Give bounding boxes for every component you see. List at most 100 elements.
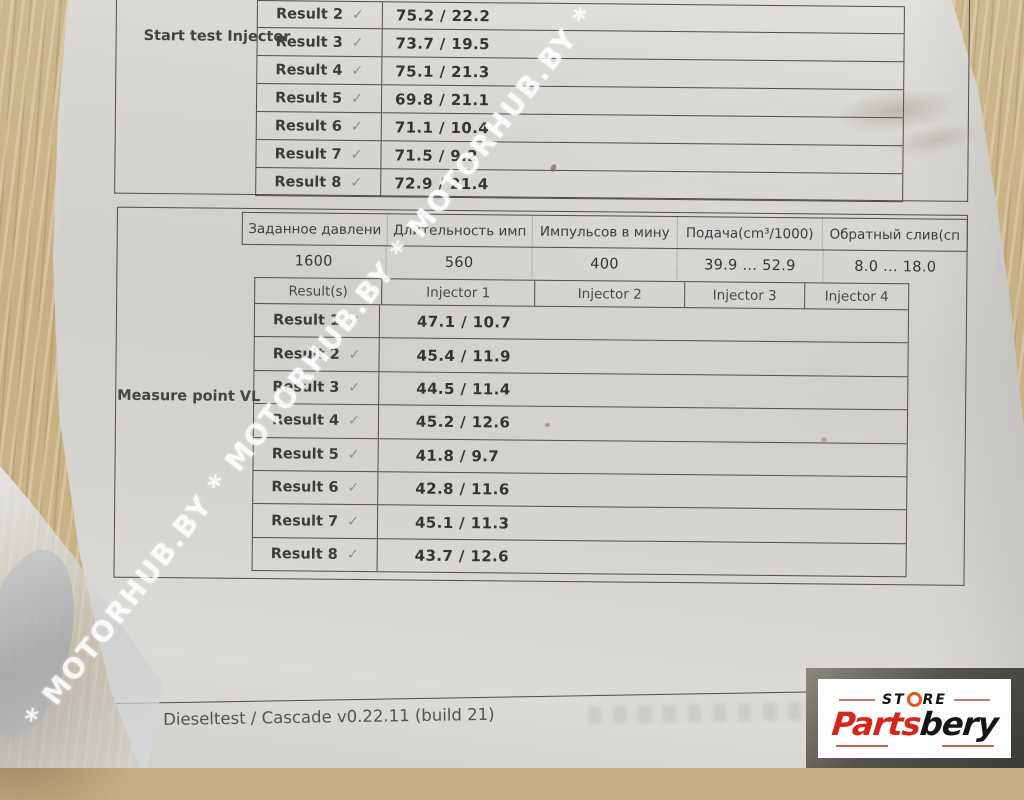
param-value: 400	[532, 247, 678, 281]
param-value: 8.0 ... 18.0	[854, 258, 937, 276]
result-label: Result 6	[274, 117, 342, 135]
check-icon: ✓	[347, 513, 359, 530]
column-header: Injector 1	[382, 279, 536, 306]
store-word-right: RE	[922, 691, 947, 708]
brand-bery: bery	[918, 705, 1000, 744]
row-value: 45.2 / 12.6	[378, 405, 909, 443]
result-label: Result 1	[272, 312, 341, 330]
check-icon: ✓	[351, 90, 363, 107]
store-word-row: ST RE	[839, 691, 990, 708]
row-label: Result 5 ✓	[252, 437, 379, 472]
check-icon: ✓	[348, 313, 361, 330]
result-label: Result 7	[271, 512, 339, 530]
result-value: 47.1 / 10.7	[416, 312, 512, 332]
param-header: Заданное давлени	[242, 212, 388, 246]
result-label: Result 3	[272, 379, 340, 396]
row-value: 43.7 / 12.6	[377, 538, 907, 577]
row-value: 73.7 / 19.5	[382, 29, 905, 62]
measure-section-label: Measure point VL	[117, 387, 261, 406]
row-value: 42.8 / 11.6	[378, 472, 908, 510]
store-word-left: ST	[882, 691, 906, 708]
brand-wordmark: Partsbery	[829, 705, 1000, 744]
column-header: Injector 3	[685, 282, 806, 309]
row-value: 44.5 / 11.4	[379, 372, 909, 410]
result-value: 73.7 / 19.5	[395, 33, 491, 53]
param-header: Подача(cm³/1000)	[677, 217, 823, 250]
result-value: 41.8 / 9.7	[415, 446, 500, 466]
check-icon: ✓	[351, 6, 364, 24]
column-header: Injector 4	[824, 287, 889, 305]
check-icon: ✓	[347, 480, 360, 497]
row-value: 71.5 / 9.2	[381, 141, 904, 174]
row-label: Result 8 ✓	[251, 537, 378, 572]
result-value: 44.5 / 11.4	[416, 379, 511, 399]
row-value: 41.8 / 9.7	[378, 438, 908, 477]
result-label: Result 8	[270, 546, 338, 563]
measure-rows: Result 1 ✓ 47.1 / 10.7 Result 2 ✓ 45.4 / 1…	[251, 304, 910, 578]
check-icon: ✓	[348, 413, 360, 430]
result-value: 45.1 / 11.3	[414, 513, 510, 533]
row-value: 47.1 / 10.7	[379, 305, 910, 343]
check-icon: ✓	[350, 146, 363, 163]
row-value: 72.9 / 21.4	[381, 169, 904, 202]
result-value: 72.9 / 21.4	[394, 173, 489, 193]
brand-underline-row	[835, 744, 994, 747]
row-label: Result 1 ✓	[253, 304, 381, 338]
decorative-line	[835, 744, 888, 747]
table-row: Result 8 ✓ 43.7 / 12.6	[251, 537, 907, 578]
row-label: Result 6 ✓	[252, 470, 379, 505]
row-label: Result 2 ✓	[256, 1, 383, 29]
check-icon: ✓	[350, 118, 363, 135]
row-label: Result 3 ✓	[256, 28, 383, 57]
row-label: Result 4 ✓	[252, 404, 380, 438]
result-label: Result 8	[274, 173, 342, 191]
column-header: Injector 2	[535, 280, 686, 308]
row-label: Result 2 ✓	[253, 337, 380, 372]
row-value: 45.4 / 11.9	[379, 338, 909, 377]
param-value: 39.9 ... 52.9	[677, 249, 824, 282]
start-test-rows: Result 2 ✓ 75.2 / 22.2 Result 3 ✓ 73.7 / 1…	[255, 0, 905, 203]
row-value: 75.1 / 21.3	[382, 57, 905, 90]
result-value: 43.7 / 12.6	[414, 546, 510, 566]
orange-ring-icon	[906, 692, 922, 708]
result-label: Result 2	[272, 345, 340, 363]
result-label: Result 5	[275, 89, 343, 107]
result-value: 71.1 / 10.4	[394, 117, 490, 137]
brand-parts: Parts	[829, 705, 923, 744]
row-label: Result 6 ✓	[255, 112, 382, 141]
result-value: 71.5 / 9.2	[394, 145, 479, 165]
row-value: 71.1 / 10.4	[381, 113, 904, 146]
column-header: Result(s)	[255, 278, 383, 305]
param-header: Обратный слив(сп	[829, 226, 961, 244]
check-icon: ✓	[350, 174, 363, 191]
decorative-line	[839, 698, 875, 701]
result-value: 45.2 / 12.6	[415, 412, 511, 432]
table-row: Result 8 ✓ 72.9 / 21.4	[255, 168, 904, 203]
row-value: 69.8 / 21.1	[381, 85, 905, 118]
row-label: Result 7 ✓	[251, 504, 379, 538]
result-label: Result 7	[274, 145, 342, 163]
result-value: 42.8 / 11.6	[415, 479, 510, 499]
result-value: 75.1 / 21.3	[395, 61, 490, 81]
result-label: Result 4	[272, 412, 340, 430]
check-icon: ✓	[346, 546, 359, 563]
check-icon: ✓	[348, 379, 361, 397]
check-icon: ✓	[347, 446, 360, 463]
row-label: Result 3 ✓	[253, 370, 380, 405]
result-value: 45.4 / 11.9	[416, 346, 512, 366]
result-label: Result 2	[275, 6, 344, 23]
result-value: 69.8 / 21.1	[394, 89, 490, 109]
row-label: Result 4 ✓	[256, 56, 383, 85]
param-value: 560	[386, 246, 533, 279]
row-value: 75.2 / 22.2	[382, 2, 905, 34]
result-label: Result 5	[271, 445, 339, 463]
stain-speck	[545, 423, 550, 427]
result-value: 75.2 / 22.2	[395, 6, 491, 26]
row-label: Result 8 ✓	[255, 168, 382, 197]
row-label: Result 7 ✓	[255, 140, 382, 169]
decorative-line	[953, 698, 990, 701]
result-label: Result 6	[271, 479, 339, 496]
partsbery-store-logo: ST RE Partsbery	[818, 679, 1011, 758]
param-header: Длительность имп	[387, 214, 533, 247]
